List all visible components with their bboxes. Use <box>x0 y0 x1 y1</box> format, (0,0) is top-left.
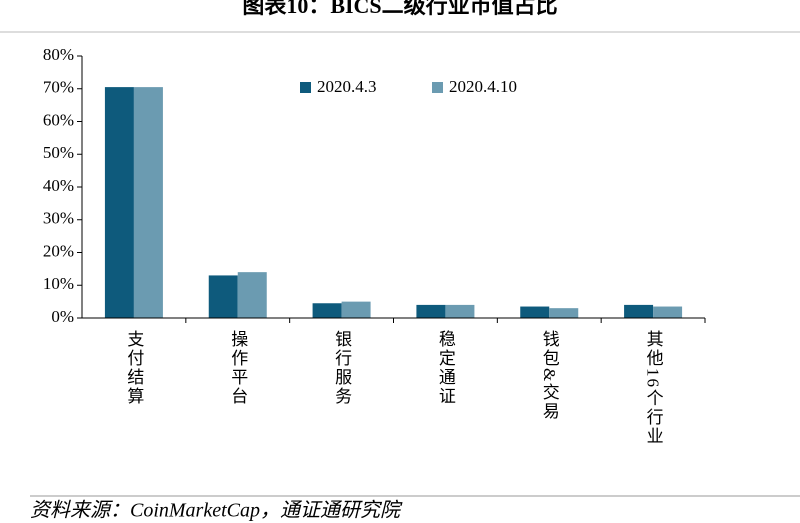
y-tick-label: 80% <box>43 45 74 64</box>
bar <box>312 303 342 318</box>
y-tick-label: 60% <box>43 110 74 129</box>
y-tick-label: 20% <box>43 241 74 260</box>
bar <box>520 306 550 318</box>
x-tick-label: 稳定通证 <box>436 330 456 406</box>
y-tick-label: 0% <box>51 307 74 326</box>
bar <box>208 275 238 318</box>
source: 资料来源：CoinMarketCap，通证通研究院 <box>30 500 403 522</box>
y-tick-label: 70% <box>43 78 74 97</box>
x-tick-label: 银行服务 <box>332 330 352 406</box>
y-tick-label: 40% <box>43 176 74 195</box>
legend-swatch <box>432 82 443 93</box>
x-tick-label: 其他16个行业 <box>644 330 664 446</box>
x-tick-label: 钱包&交易 <box>540 330 560 421</box>
bar <box>653 306 683 318</box>
bar <box>445 304 475 318</box>
bar <box>549 308 579 318</box>
legend-swatch <box>300 82 311 93</box>
y-tick-label: 50% <box>43 143 74 162</box>
y-tick-label: 10% <box>43 274 74 293</box>
legend-label: 2020.4.10 <box>449 77 517 96</box>
bar <box>341 301 371 318</box>
x-tick-label: 支付结算 <box>124 330 144 406</box>
y-tick-label: 30% <box>43 209 74 228</box>
x-tick-label: 操作平台 <box>228 330 248 406</box>
bar <box>237 272 267 318</box>
legend-label: 2020.4.3 <box>317 77 377 96</box>
bar <box>104 87 134 318</box>
bar <box>624 304 654 318</box>
bar <box>416 304 446 318</box>
chart-title: 图表10：BICS二级行业市值占比 <box>242 0 557 18</box>
bar <box>133 87 163 318</box>
